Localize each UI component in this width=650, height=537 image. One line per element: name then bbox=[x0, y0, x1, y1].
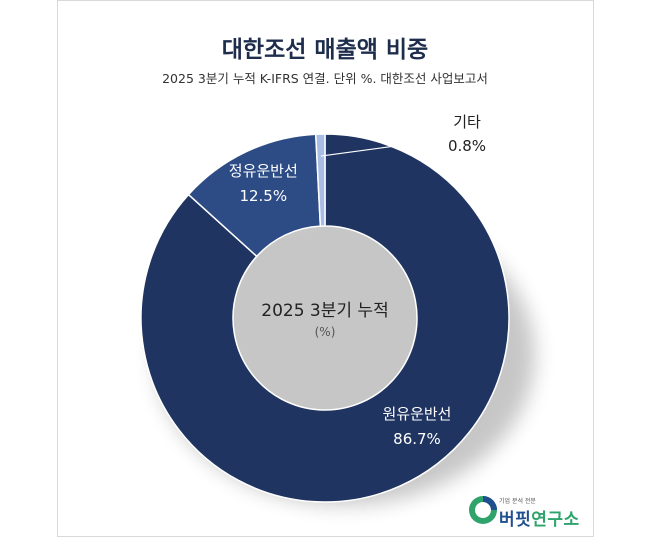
center-unit: (%) bbox=[315, 325, 336, 339]
slice-value-2: 0.8% bbox=[448, 137, 486, 155]
logo-inner bbox=[475, 502, 491, 518]
chart-subtitle: 2025 3분기 누적 K-IFRS 연결. 단위 %. 대한조선 사업보고서 bbox=[162, 71, 488, 86]
logo-mark bbox=[469, 496, 497, 524]
slice-name-2: 기타 bbox=[453, 113, 481, 131]
logo-tagline: 기업 분석 전문 bbox=[499, 498, 536, 505]
logo-brand: 버핏연구소 bbox=[499, 505, 580, 530]
logo-brand-rest: 연구소 bbox=[531, 510, 580, 530]
leader-line-other bbox=[320, 139, 441, 157]
chart-title: 대한조선 매출액 비중 bbox=[221, 37, 429, 63]
donut-slices bbox=[140, 133, 510, 503]
slice-value-0: 86.7% bbox=[393, 430, 441, 448]
center-label: 2025 3분기 누적 bbox=[261, 301, 388, 321]
slice-name-0: 원유운반선 bbox=[382, 405, 451, 423]
slice-name-1: 정유운반선 bbox=[229, 162, 298, 180]
logo-brand-first: 버핏 bbox=[499, 510, 532, 530]
logo-accent bbox=[483, 496, 497, 510]
donut-slice-2 bbox=[314, 133, 326, 227]
donut-slice-0 bbox=[140, 133, 510, 503]
slice-value-1: 12.5% bbox=[239, 187, 287, 205]
slice-labels: 원유운반선 86.7% 정유운반선 12.5% 기타 0.8% bbox=[229, 113, 486, 448]
